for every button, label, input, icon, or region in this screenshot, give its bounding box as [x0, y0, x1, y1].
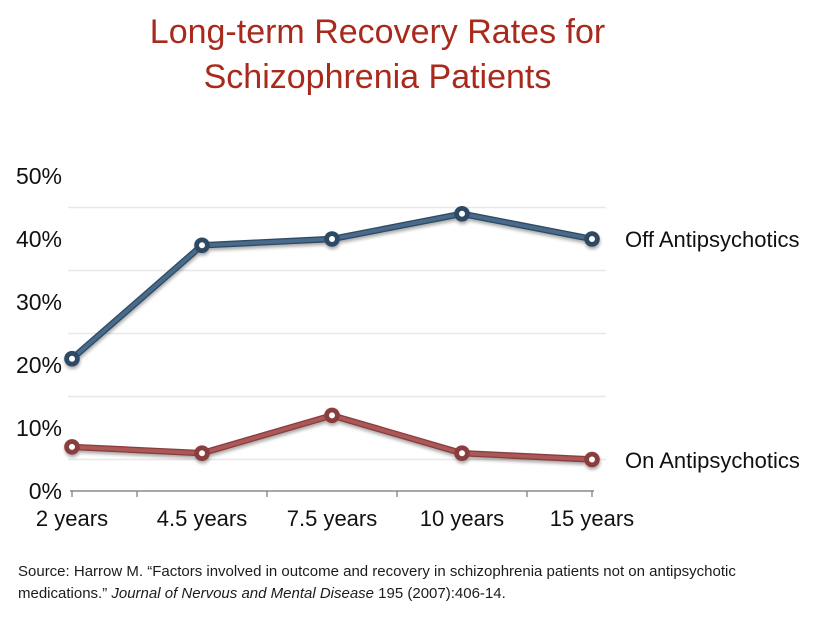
source-ref: 195 (2007):406-14.: [374, 585, 506, 602]
data-series: [64, 206, 600, 468]
x-axis-label: 15 years: [549, 506, 635, 531]
y-axis-label: 40%: [15, 226, 62, 252]
data-point-marker: [194, 445, 210, 462]
series-on-antipsychotics: [64, 407, 600, 468]
chart-title-line1: Long-term Recovery Rates for: [149, 13, 606, 51]
y-axis-label: 0%: [28, 478, 62, 504]
source-text: Source: Harrow M. “Factors involved in o…: [18, 563, 736, 602]
source-journal: Journal of Nervous and Mental Disease: [111, 585, 375, 602]
chart-title: Long-term Recovery Rates for Schizophren…: [0, 10, 755, 100]
chart-title-line2: Schizophrenia Patients: [203, 58, 552, 96]
x-axis-line: [70, 490, 594, 497]
data-point-marker: [454, 206, 470, 222]
data-point-marker: [64, 350, 80, 367]
data-point-marker: [64, 439, 80, 455]
data-point-marker: [584, 231, 600, 247]
data-point-marker: [194, 237, 210, 254]
y-axis-label: 10%: [15, 415, 62, 441]
data-point-marker: [324, 407, 340, 424]
data-point-marker: [454, 445, 470, 462]
series-off-antipsychotics: [64, 206, 600, 367]
x-axis-label: 4.5 years: [156, 506, 248, 531]
x-axis-label: 2 years: [35, 506, 109, 531]
series-label-on-antipsychotics: On Antipsychotics: [625, 447, 800, 473]
x-axis-label: 7.5 years: [286, 506, 378, 531]
y-axis-label: 30%: [15, 289, 62, 315]
gridlines: [68, 206, 606, 461]
data-point-marker: [324, 231, 340, 247]
y-axis-label: 20%: [15, 352, 62, 378]
data-point-marker: [584, 451, 600, 468]
source-citation: Source: Harrow M. “Factors involved in o…: [18, 561, 780, 605]
y-axis-label: 50%: [15, 163, 62, 189]
series-label-off-antipsychotics: Off Antipsychotics: [625, 227, 800, 252]
x-axis-label: 10 years: [419, 506, 505, 531]
